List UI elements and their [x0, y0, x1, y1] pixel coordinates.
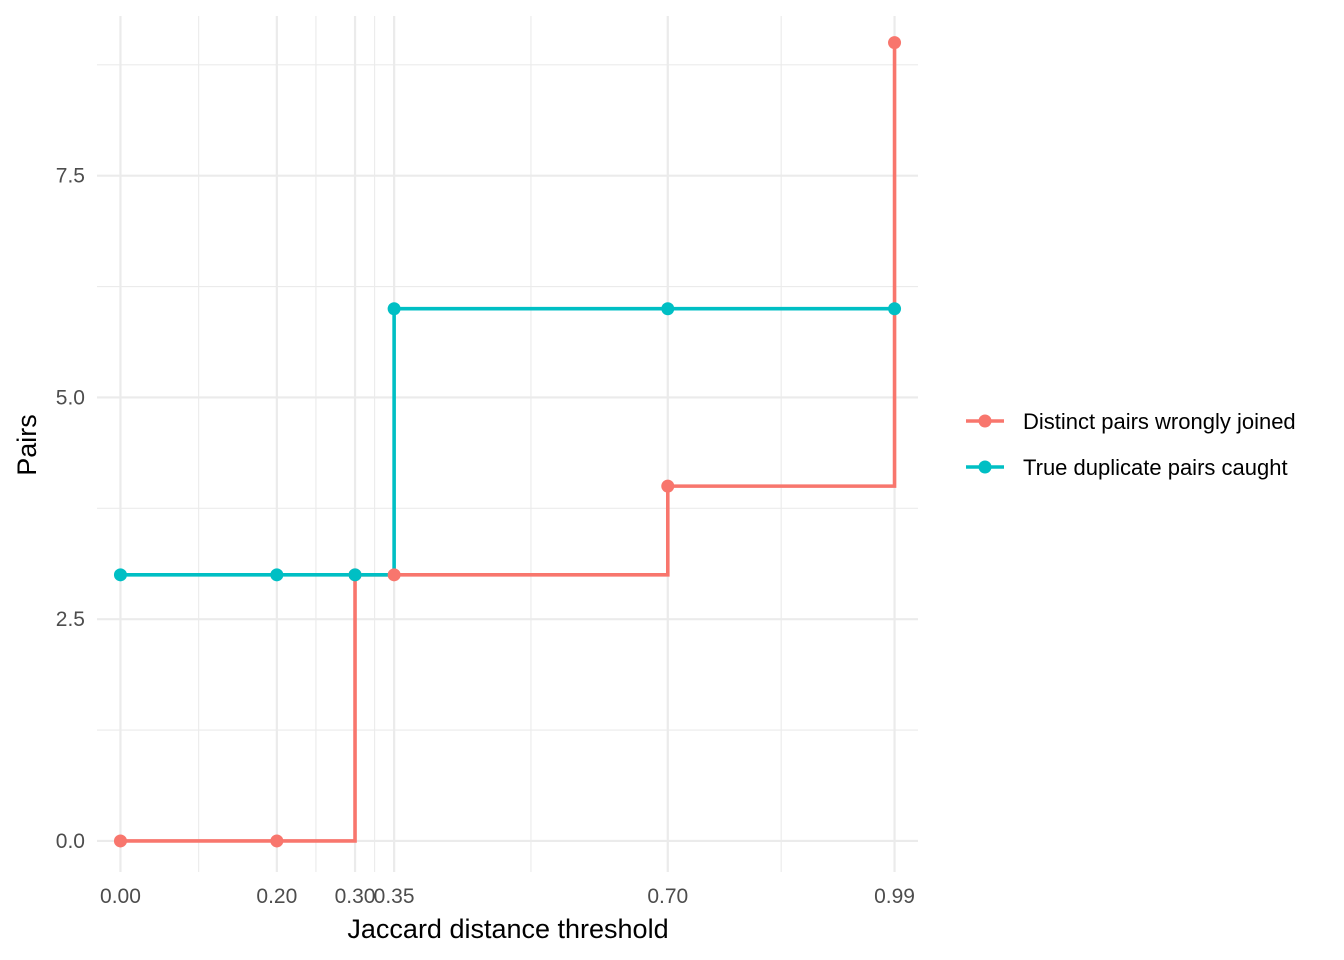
y-tick-label: 5.0 — [56, 386, 85, 409]
data-point — [270, 568, 284, 582]
series-points — [113, 36, 902, 848]
data-point — [113, 834, 127, 848]
legend-item: Distinct pairs wrongly joined — [966, 409, 1296, 434]
x-tick-labels: 0.00 0.20 0.300.35 0.70 0.99 — [100, 885, 915, 908]
y-tick-label: 0.0 — [56, 830, 85, 853]
x-tick-label: 0.70 — [647, 885, 688, 908]
legend-label: Distinct pairs wrongly joined — [1023, 409, 1296, 434]
data-point — [348, 568, 362, 582]
data-point — [270, 834, 284, 848]
series-line-1 — [120, 306, 895, 577]
data-point — [661, 302, 675, 316]
legend-key-point — [978, 460, 992, 474]
x-tick-label: 0.99 — [874, 885, 915, 908]
y-tick-label: 7.5 — [56, 165, 85, 188]
legend-key-point — [978, 414, 992, 428]
x-tick-label: 0.00 — [100, 885, 141, 908]
x-tick-label: 0.35 — [374, 885, 415, 908]
y-tick-labels: 0.0 2.5 5.0 7.5 — [56, 165, 85, 853]
y-tick-label: 2.5 — [56, 608, 85, 631]
x-tick-label: 0.20 — [256, 885, 297, 908]
legend: Distinct pairs wrongly joined True duplic… — [966, 409, 1296, 480]
data-point — [387, 302, 401, 316]
series-lines — [120, 42, 897, 843]
data-point — [888, 36, 902, 50]
data-point — [888, 302, 902, 316]
data-point — [661, 479, 675, 493]
x-axis-title: Jaccard distance threshold — [347, 914, 668, 944]
data-point — [113, 568, 127, 582]
grid-minor — [97, 16, 918, 872]
legend-label: True duplicate pairs caught — [1023, 455, 1288, 480]
x-tick-label: 0.30 — [335, 885, 376, 908]
series-line-0 — [120, 42, 897, 843]
y-axis-title: Pairs — [12, 414, 42, 476]
legend-item: True duplicate pairs caught — [966, 455, 1288, 480]
grid-major — [97, 16, 918, 872]
data-point — [387, 568, 401, 582]
